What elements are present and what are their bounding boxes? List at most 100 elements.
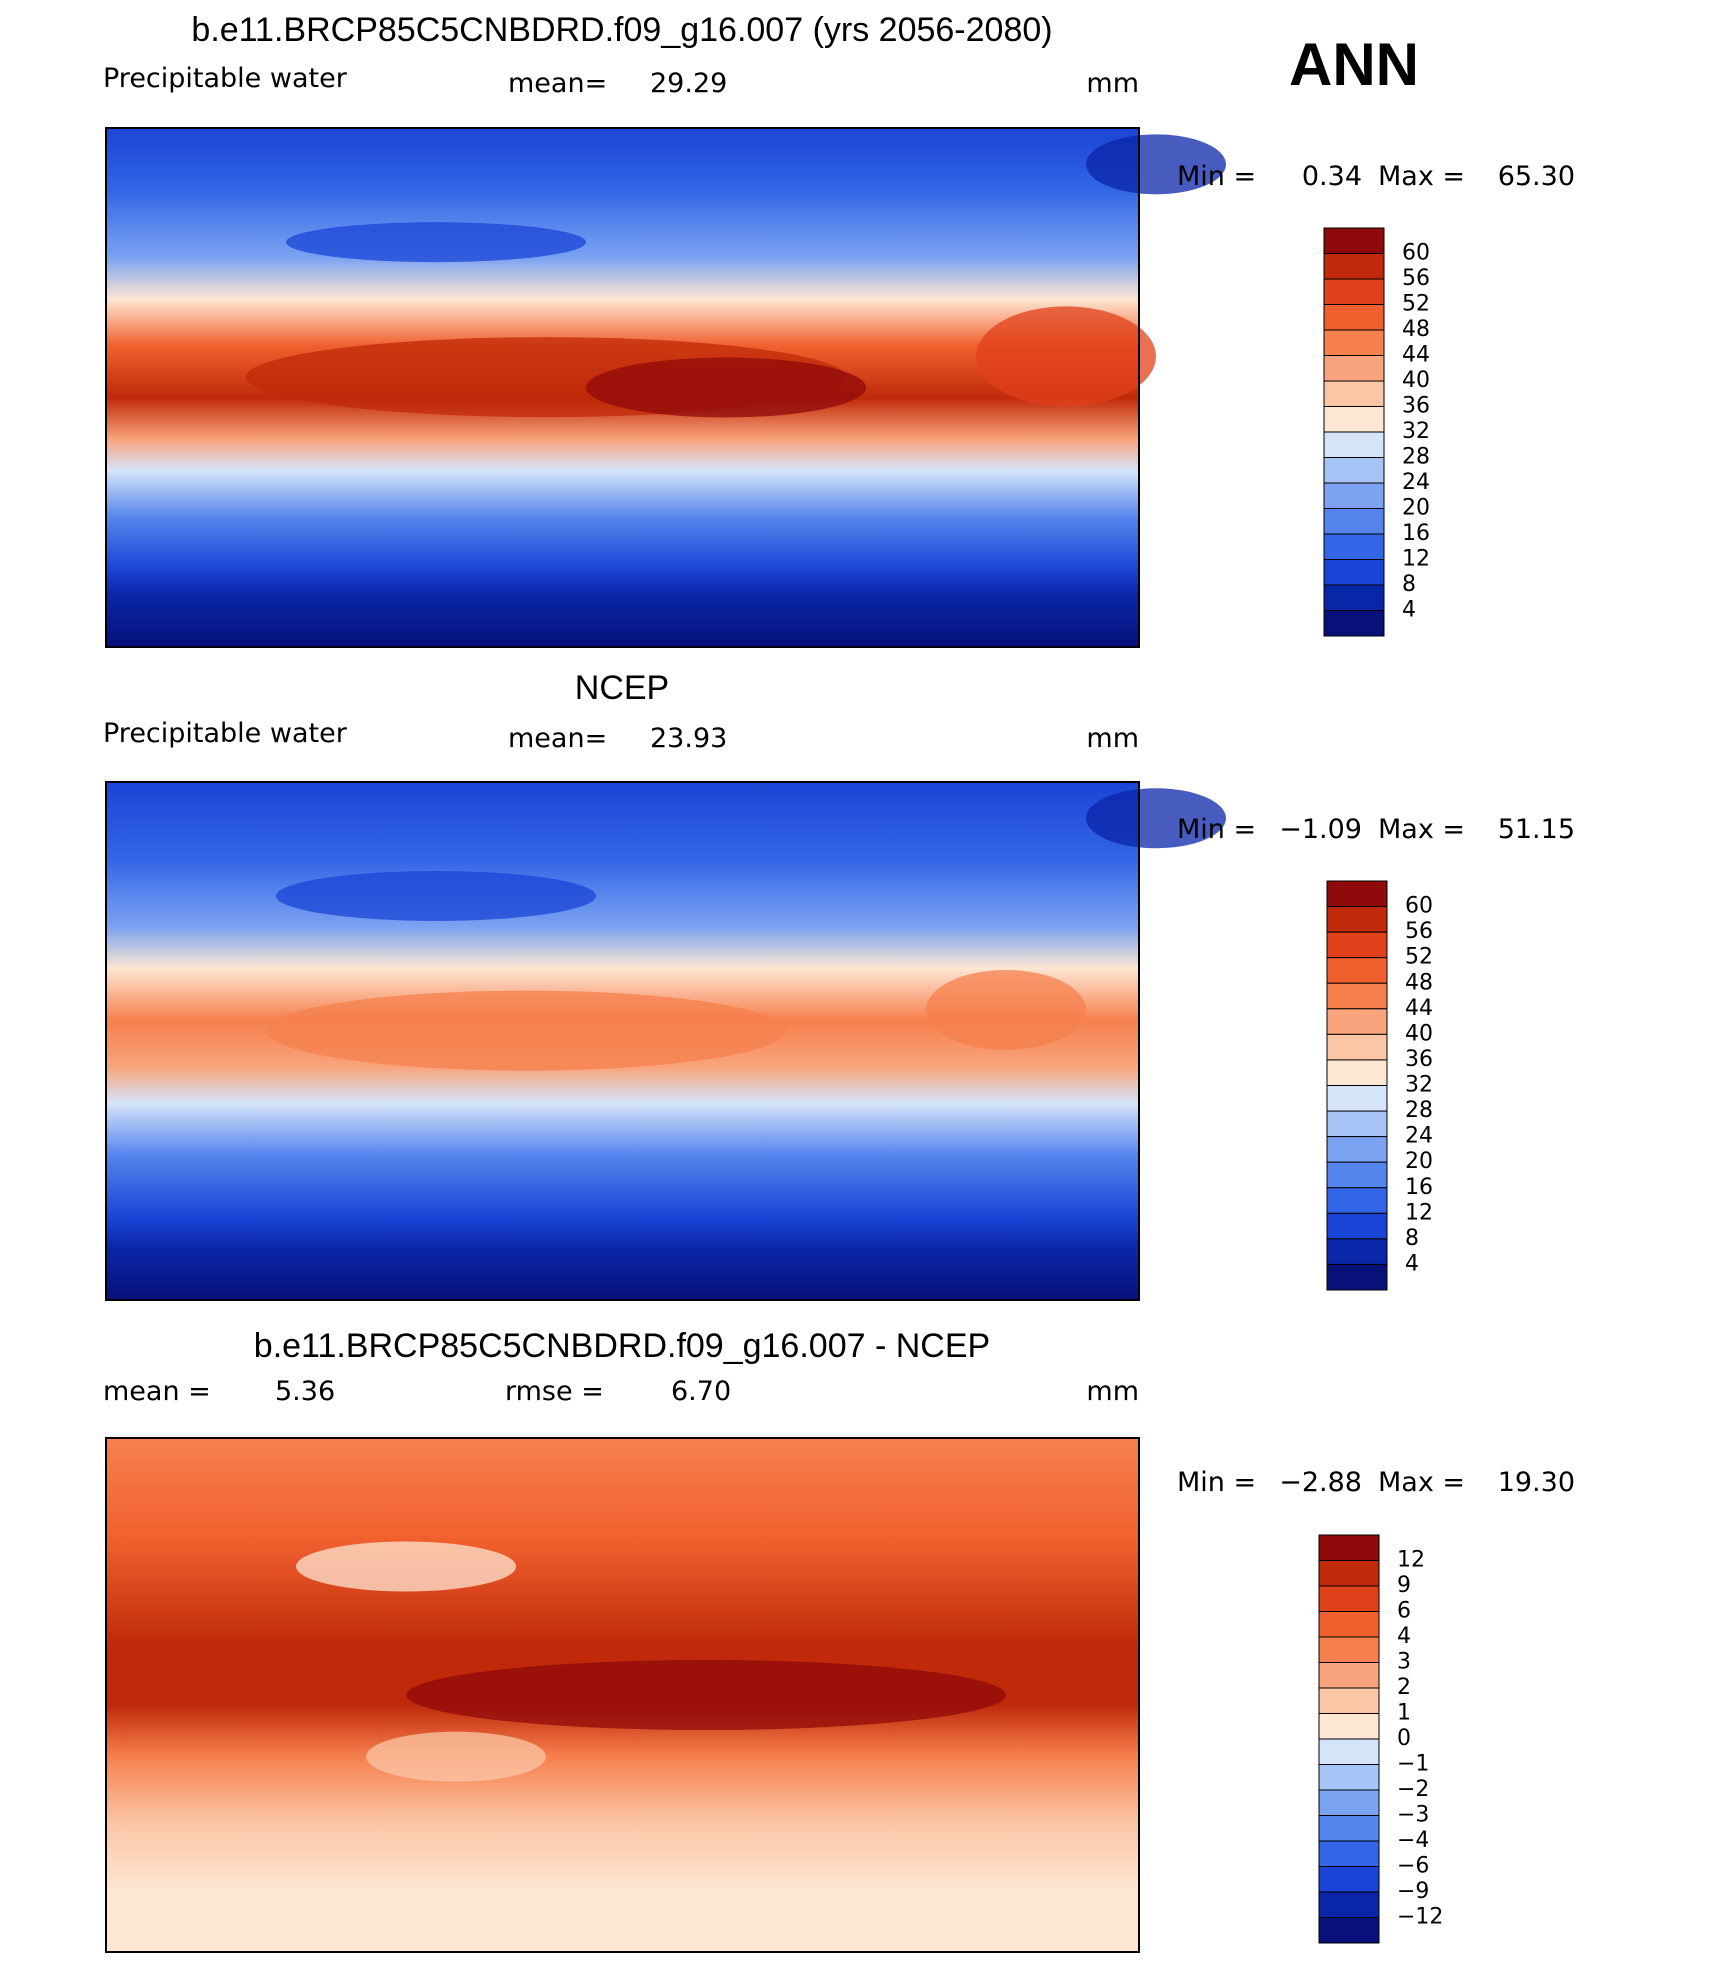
colorbar-box [1318,1636,1380,1663]
colorbar-label: 60 [1402,241,1430,266]
colorbar-box [1326,1187,1388,1214]
colorbar-label: 44 [1402,343,1430,368]
colorbar-label: 32 [1402,419,1430,444]
colorbar-box [1318,1611,1380,1638]
colorbar-label: 44 [1405,996,1433,1021]
colorbar-label: −12 [1397,1905,1443,1930]
colorbar-box [1323,329,1385,356]
colorbar-label: 24 [1402,470,1430,495]
colorbar-box [1323,278,1385,305]
colorbar-label: 12 [1402,547,1430,572]
colorbar-box [1326,957,1388,984]
colorbar-label: −6 [1397,1854,1429,1879]
colorbar-label: 24 [1405,1124,1433,1149]
map-feature [266,990,786,1071]
panel-title: b.e11.BRCP85C5CNBDRD.f09_g16.007 (yrs 20… [191,11,1052,49]
stat-label: mean= [508,68,607,99]
variable-label: Precipitable water [103,63,348,94]
map-feature [406,1660,1006,1730]
colorbar-box [1326,1085,1388,1112]
max-label: Max = [1378,1467,1465,1498]
colorbar-box [1323,610,1385,637]
max-value: 19.30 [1498,1467,1575,1498]
units: mm [1086,1376,1139,1407]
map-feature [286,222,586,263]
colorbar-label: 16 [1402,521,1430,546]
colorbar-label: 56 [1402,266,1430,291]
colorbar-label: 48 [1402,317,1430,342]
colorbar-box [1326,880,1388,908]
map-feature [296,1541,516,1592]
stat-value: 29.29 [650,68,727,99]
colorbar-box [1323,253,1385,280]
colorbar-box [1323,533,1385,560]
max-value: 51.15 [1498,814,1575,845]
colorbar-label: 60 [1405,894,1433,919]
variable-label: Precipitable water [103,718,348,749]
stat-value: 23.93 [650,723,727,754]
colorbar-box [1323,304,1385,331]
max-value: 65.30 [1498,161,1575,192]
colorbar-box [1323,559,1385,586]
season-label: ANN [1289,31,1419,98]
colorbar-box [1326,1238,1388,1265]
colorbar-box [1318,1891,1380,1918]
colorbar-box [1323,406,1385,433]
panel-title: NCEP [575,669,669,707]
units: mm [1086,68,1139,99]
colorbar-label: 12 [1405,1200,1433,1225]
map-feature [926,969,1086,1050]
colorbar-label: 56 [1405,919,1433,944]
min-label: Min = [1177,814,1256,845]
colorbar-label: 16 [1405,1175,1433,1200]
colorbar-label: 8 [1402,572,1416,597]
colorbar-label: 4 [1397,1624,1411,1649]
stat2-label: rmse = [505,1376,604,1407]
colorbar-label: 28 [1402,445,1430,470]
colorbar-label: 2 [1397,1675,1411,1700]
min-value: −2.88 [1279,1467,1362,1498]
map-feature [586,357,866,418]
colorbar-label: 40 [1405,1021,1433,1046]
colorbar-box [1318,1840,1380,1867]
colorbar-box [1326,1136,1388,1163]
colorbar-box [1318,1662,1380,1689]
colorbar-label: 0 [1397,1726,1411,1751]
colorbar-box [1323,584,1385,611]
colorbar-label: 32 [1405,1073,1433,1098]
map-feature [976,306,1156,407]
colorbar-box [1326,1212,1388,1240]
colorbar-box [1318,1560,1380,1587]
colorbar-box [1326,1110,1388,1138]
colorbar-box [1323,431,1385,458]
colorbar-label: −4 [1397,1828,1429,1853]
colorbar-label: 4 [1405,1251,1419,1276]
map-feature [1086,788,1226,849]
colorbar-label: 9 [1397,1573,1411,1598]
colorbar-label: 20 [1405,1149,1433,1174]
stat-label: mean = [103,1376,211,1407]
colorbar-box [1326,1033,1388,1061]
map-feature [276,870,596,921]
max-label: Max = [1378,161,1465,192]
colorbar-label: 20 [1402,496,1430,521]
colorbar-box [1326,931,1388,959]
map-feature [1086,134,1226,195]
min-value: 0.34 [1302,161,1362,192]
colorbar-box [1326,1161,1388,1189]
colorbar-box [1318,1789,1380,1816]
min-value: −1.09 [1279,814,1362,845]
colorbar-label: 28 [1405,1098,1433,1123]
max-label: Max = [1378,814,1465,845]
colorbar-box [1318,1713,1380,1740]
map-feature [366,1731,546,1782]
colorbar-box [1323,457,1385,484]
colorbar-label: 48 [1405,970,1433,995]
colorbar-label: 52 [1405,945,1433,970]
colorbar-box [1326,982,1388,1010]
colorbar-box [1323,508,1385,535]
colorbar-label: 1 [1397,1701,1411,1726]
colorbar-label: 8 [1405,1226,1419,1251]
colorbar-label: 6 [1397,1599,1411,1624]
